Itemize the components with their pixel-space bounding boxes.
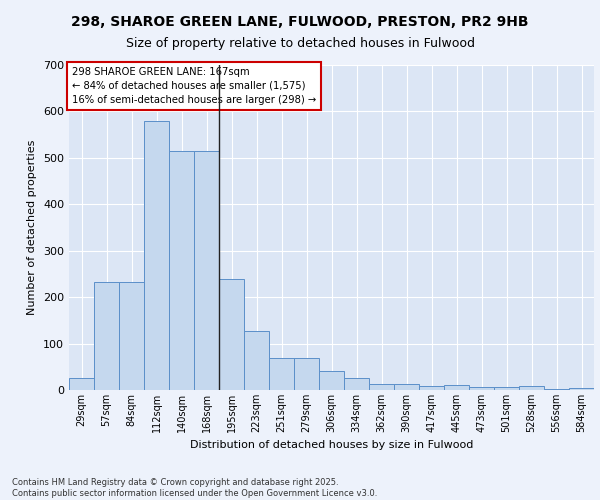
Bar bbox=[494, 387, 519, 390]
Bar bbox=[394, 384, 419, 390]
Y-axis label: Number of detached properties: Number of detached properties bbox=[28, 140, 37, 315]
Text: 298 SHAROE GREEN LANE: 167sqm
← 84% of detached houses are smaller (1,575)
16% o: 298 SHAROE GREEN LANE: 167sqm ← 84% of d… bbox=[71, 66, 316, 104]
Bar bbox=[69, 378, 94, 390]
Bar bbox=[319, 372, 344, 390]
Text: Size of property relative to detached houses in Fulwood: Size of property relative to detached ho… bbox=[125, 38, 475, 51]
Bar bbox=[369, 384, 394, 390]
Bar bbox=[444, 386, 469, 390]
Bar bbox=[519, 386, 544, 390]
Bar bbox=[469, 387, 494, 390]
Bar bbox=[569, 388, 594, 390]
Text: 298, SHAROE GREEN LANE, FULWOOD, PRESTON, PR2 9HB: 298, SHAROE GREEN LANE, FULWOOD, PRESTON… bbox=[71, 15, 529, 29]
Bar bbox=[294, 358, 319, 390]
Bar bbox=[119, 282, 144, 390]
Bar bbox=[419, 386, 444, 390]
Bar bbox=[344, 378, 369, 390]
Text: Contains HM Land Registry data © Crown copyright and database right 2025.
Contai: Contains HM Land Registry data © Crown c… bbox=[12, 478, 377, 498]
X-axis label: Distribution of detached houses by size in Fulwood: Distribution of detached houses by size … bbox=[190, 440, 473, 450]
Bar bbox=[94, 282, 119, 390]
Bar bbox=[544, 388, 569, 390]
Bar bbox=[219, 278, 244, 390]
Bar bbox=[244, 330, 269, 390]
Bar bbox=[144, 120, 169, 390]
Bar bbox=[169, 151, 194, 390]
Bar bbox=[194, 151, 219, 390]
Bar bbox=[269, 358, 294, 390]
